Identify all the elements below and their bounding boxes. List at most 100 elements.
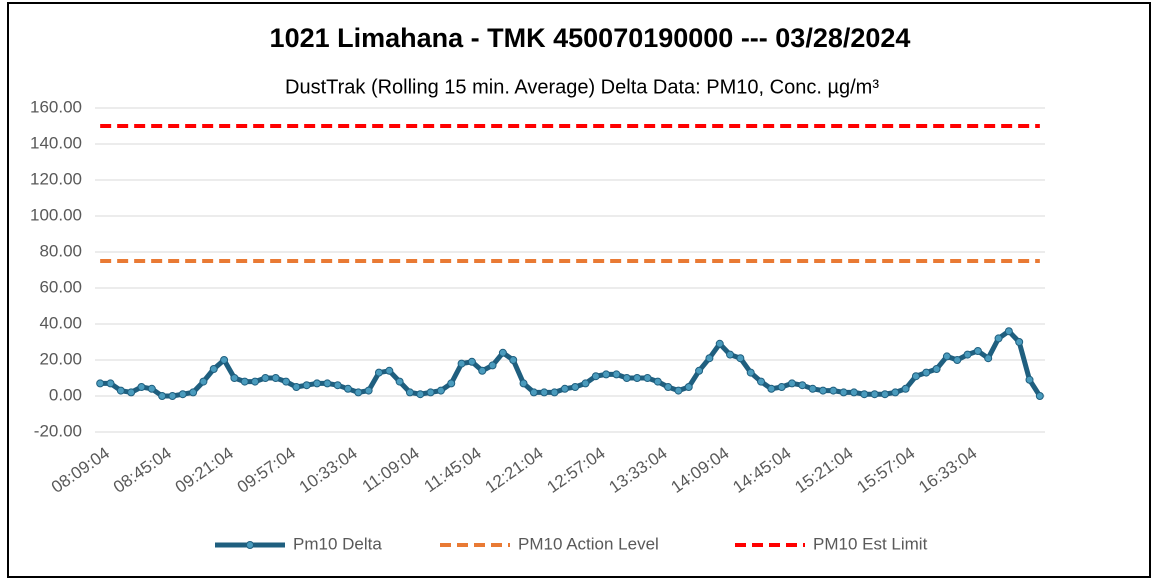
chart-title: 1021 Limahana - TMK 450070190000 --- 03/… <box>270 23 911 53</box>
data-point <box>137 383 146 391</box>
data-point <box>509 356 518 364</box>
chart-border <box>7 2 1151 578</box>
data-point <box>302 381 311 390</box>
y-tick-label: 80.00 <box>39 241 82 260</box>
data-point <box>416 390 425 399</box>
data-point <box>798 381 807 390</box>
data-point <box>354 388 363 397</box>
data-point <box>602 370 611 379</box>
y-tick-label: 120.00 <box>30 169 82 188</box>
data-point <box>695 366 704 375</box>
data-point <box>901 384 910 393</box>
data-point <box>788 379 797 388</box>
data-point <box>984 354 993 363</box>
y-tick-label: 0.00 <box>49 385 82 404</box>
data-point <box>251 377 260 386</box>
data-point <box>116 386 125 395</box>
data-point <box>127 388 136 397</box>
data-point <box>488 361 497 370</box>
data-point <box>529 388 538 397</box>
data-point <box>653 377 662 386</box>
data-point <box>880 390 889 399</box>
data-point <box>199 377 208 386</box>
legend-label: PM10 Action Level <box>518 534 659 553</box>
data-point <box>973 347 982 355</box>
y-tick-label: 20.00 <box>39 349 82 368</box>
data-point <box>674 386 683 395</box>
data-point <box>581 379 590 388</box>
data-point <box>571 383 580 391</box>
data-point <box>405 388 414 397</box>
chart-subtitle: DustTrak (Rolling 15 min. Average) Delta… <box>285 76 879 98</box>
data-point <box>178 390 187 399</box>
data-point <box>746 368 755 377</box>
data-point <box>911 372 920 381</box>
data-point <box>498 348 507 357</box>
data-point <box>664 383 673 391</box>
legend-label: Pm10 Delta <box>293 534 382 553</box>
data-point <box>209 365 218 373</box>
y-tick-label: 40.00 <box>39 313 82 332</box>
data-point <box>942 352 951 361</box>
data-point <box>343 384 352 393</box>
data-point <box>96 379 105 388</box>
data-point <box>271 374 280 382</box>
data-point <box>963 350 972 359</box>
data-point <box>1025 375 1034 384</box>
data-point <box>395 377 404 386</box>
data-point <box>1035 392 1044 400</box>
y-tick-label: 140.00 <box>30 133 82 152</box>
data-point <box>953 356 962 364</box>
data-point <box>591 372 600 381</box>
data-point <box>1015 338 1024 346</box>
data-point <box>808 384 817 393</box>
data-point <box>550 388 559 397</box>
data-point <box>447 379 456 388</box>
data-point <box>736 354 745 363</box>
data-point <box>818 386 827 395</box>
data-point <box>777 383 786 391</box>
data-point <box>519 379 528 388</box>
y-tick-label: 160.00 <box>30 97 82 116</box>
data-point <box>612 370 621 379</box>
data-point <box>323 379 332 388</box>
data-point <box>220 356 229 364</box>
data-point <box>436 386 445 395</box>
data-point <box>189 388 198 397</box>
data-point <box>922 368 931 377</box>
data-point <box>684 383 693 391</box>
data-point <box>261 374 270 382</box>
data-point <box>994 334 1003 343</box>
legend-marker <box>246 541 254 549</box>
data-point <box>870 390 879 399</box>
data-point <box>622 374 631 382</box>
data-point <box>292 383 301 391</box>
data-point <box>230 374 239 382</box>
data-point <box>705 354 714 363</box>
data-point <box>643 374 652 382</box>
data-point <box>932 365 941 373</box>
data-point <box>374 368 383 377</box>
data-point <box>147 384 156 393</box>
data-point <box>839 388 848 397</box>
data-point <box>849 388 858 397</box>
data-point <box>560 384 569 393</box>
data-point <box>757 377 766 386</box>
data-point <box>282 377 291 386</box>
data-point <box>715 339 724 348</box>
data-point <box>426 388 435 397</box>
data-point <box>457 359 466 368</box>
data-point <box>168 392 177 400</box>
legend-label: PM10 Est Limit <box>813 534 928 553</box>
data-point <box>891 388 900 397</box>
data-point <box>385 366 394 375</box>
data-point <box>829 386 838 395</box>
data-point <box>106 379 115 388</box>
data-point <box>1004 327 1013 336</box>
data-point <box>767 384 776 393</box>
data-point <box>364 386 373 395</box>
data-point <box>240 377 249 386</box>
y-tick-label: -20.00 <box>34 421 82 440</box>
